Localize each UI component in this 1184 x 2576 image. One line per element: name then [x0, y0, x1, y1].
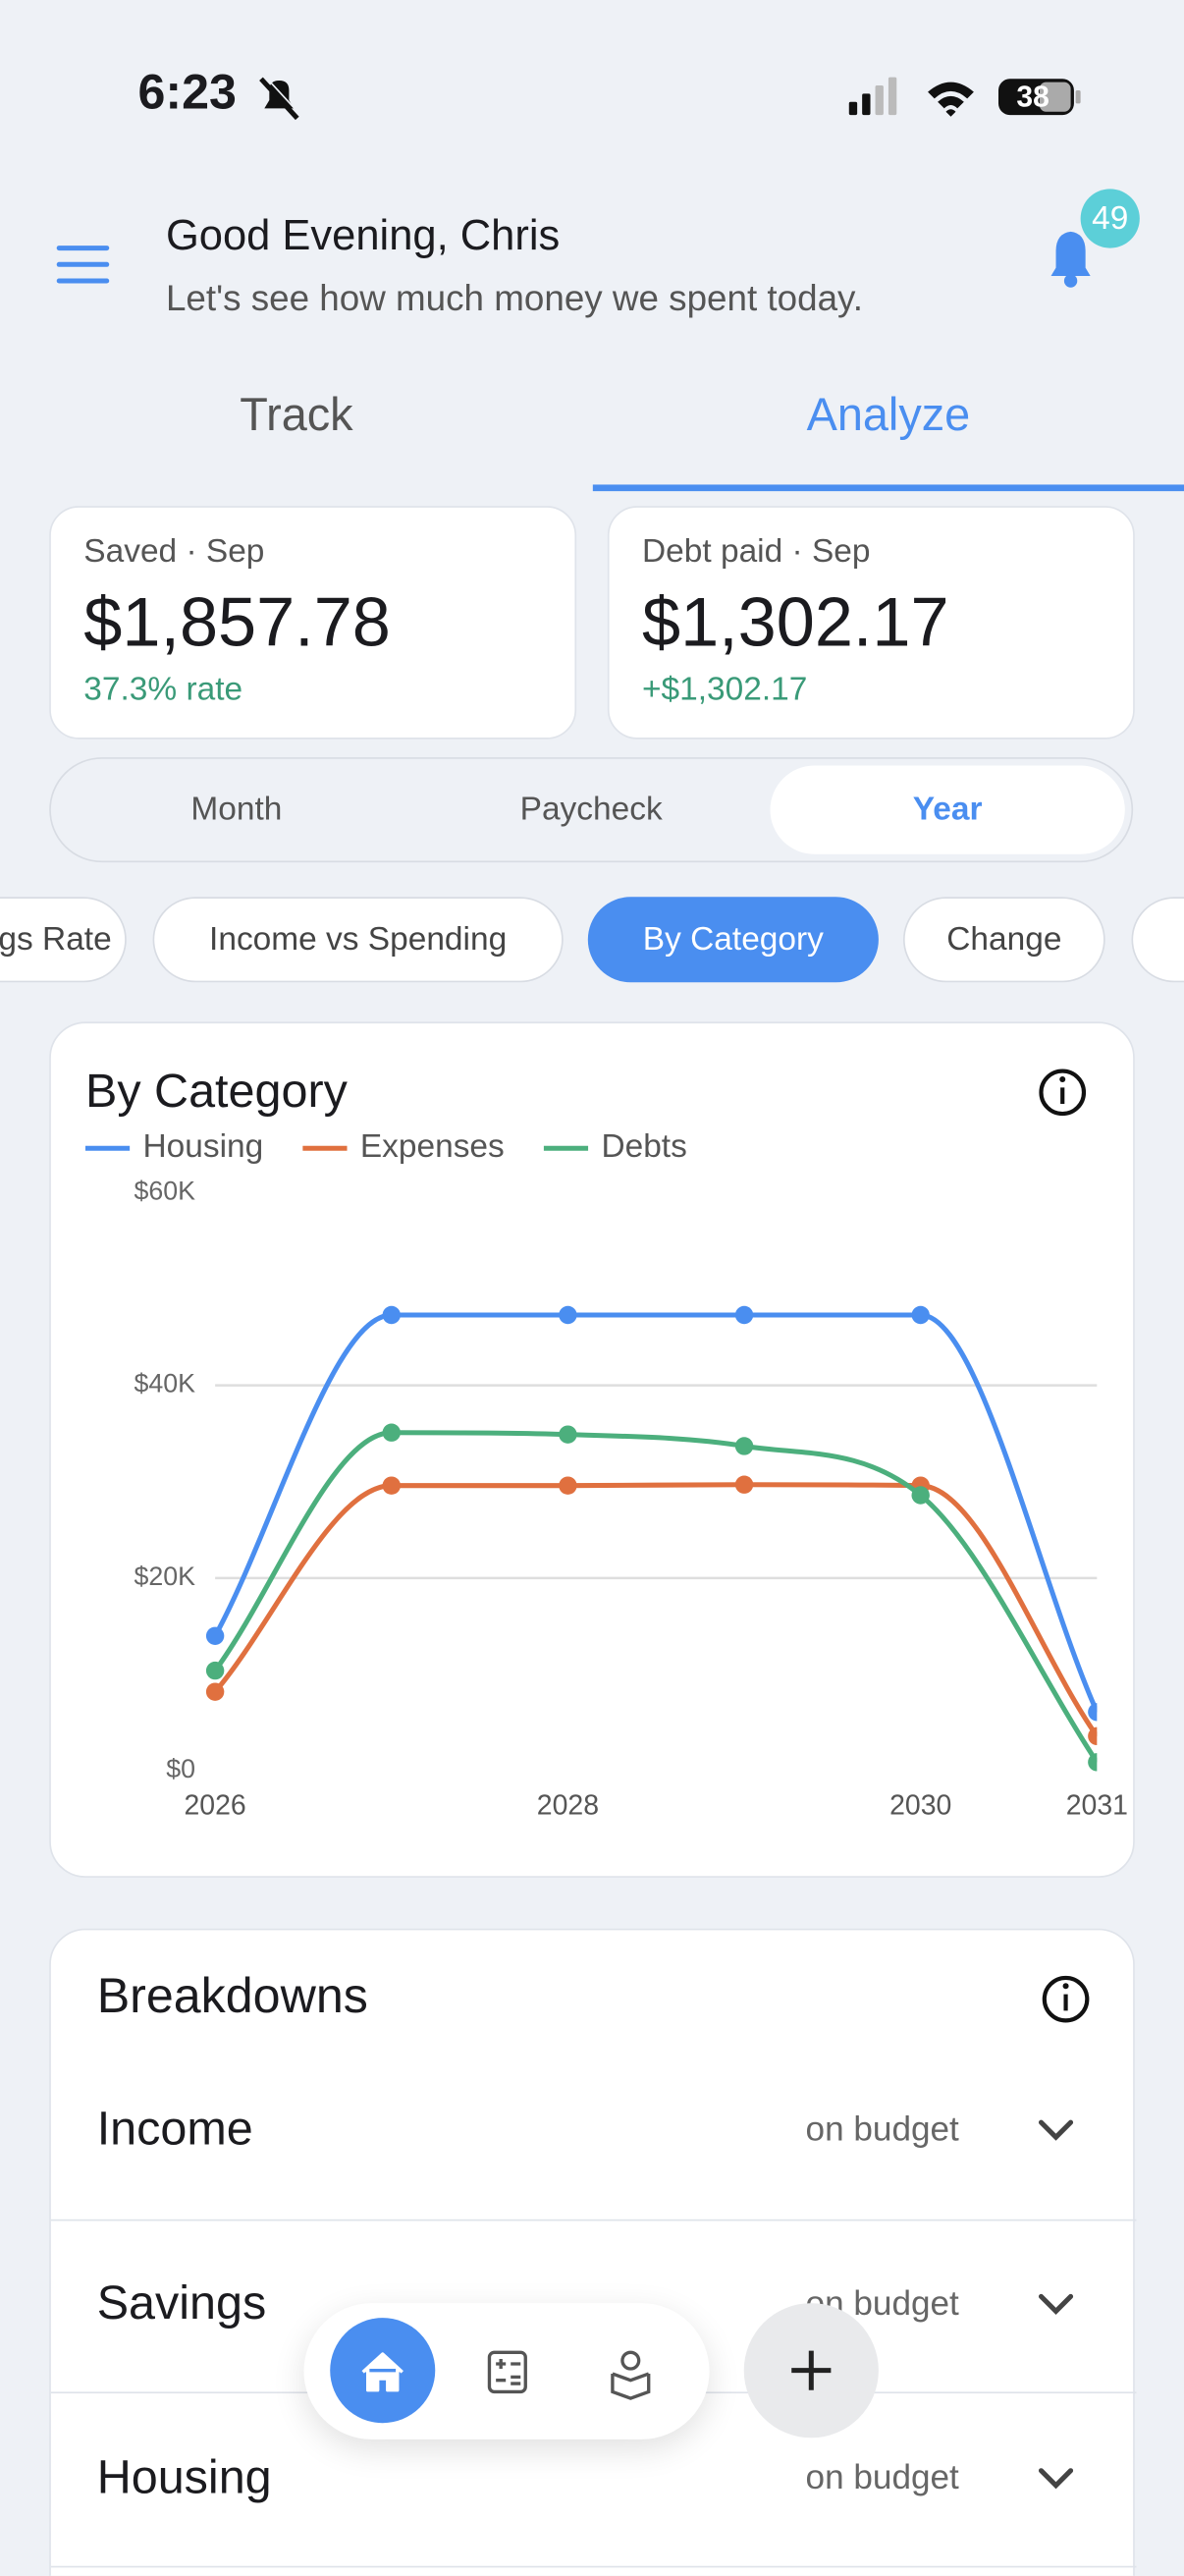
chart-title: By Category	[85, 1065, 349, 1118]
chart-card	[49, 1021, 1135, 1878]
x-tick-label: 2028	[537, 1789, 599, 1821]
breakdown-status: on budget	[805, 2110, 959, 2149]
data-point	[559, 1425, 577, 1444]
tab[interactable]: Track	[240, 389, 353, 441]
series-line	[213, 1482, 1098, 1738]
series-line	[212, 1312, 1098, 1714]
nav-home[interactable]	[330, 2318, 436, 2424]
status-time: 6:23	[137, 65, 237, 121]
card-label: Saved · Sep	[83, 533, 265, 571]
card-note: +$1,302.17	[642, 672, 808, 708]
data-point	[382, 1305, 401, 1325]
legend-label: Debts	[601, 1128, 686, 1165]
x-tick-label: 2031	[1066, 1789, 1128, 1821]
silent-icon	[259, 75, 301, 121]
view-chip[interactable]: Savings Rate	[0, 897, 127, 983]
greeting: Good Evening, Chris	[165, 210, 561, 260]
menu-button[interactable]	[56, 244, 112, 286]
data-point	[911, 1305, 930, 1325]
period-selector	[49, 757, 1134, 863]
period-highlight	[770, 765, 1125, 854]
plot-area	[205, 1305, 1098, 1772]
card-note: 37.3% rate	[83, 672, 243, 708]
breakdown-label[interactable]: Income	[96, 2103, 253, 2157]
period-option[interactable]: Month	[190, 791, 283, 828]
legend-label: Housing	[143, 1128, 264, 1165]
y-tick-label: $60K	[135, 1176, 196, 1205]
view-chip[interactable]: Change	[902, 897, 1105, 983]
divider	[50, 2565, 1137, 2568]
view-chip[interactable]: Income vs Spending	[152, 897, 564, 983]
info-button[interactable]	[1040, 1973, 1093, 2026]
breakdown-label[interactable]: Savings	[96, 2277, 267, 2330]
y-tick-label: $20K	[135, 1562, 196, 1591]
data-point	[382, 1476, 401, 1495]
data-point	[559, 1305, 577, 1325]
card-amount: $1,857.78	[83, 582, 391, 661]
data-point	[205, 1626, 225, 1645]
notification-count: 49	[1092, 200, 1128, 237]
data-point	[734, 1305, 754, 1325]
add-button[interactable]	[743, 2303, 879, 2439]
divider	[50, 2219, 1137, 2221]
breakdown-status: on budget	[805, 2459, 959, 2497]
data-point	[734, 1475, 754, 1494]
data-point	[1088, 1726, 1098, 1746]
summary-card: Saved · Sep $1,857.78 37.3% rate	[49, 506, 577, 740]
info-button[interactable]	[1039, 1069, 1087, 1117]
data-point	[205, 1661, 225, 1680]
nav-learn[interactable]	[611, 2350, 651, 2400]
tab-indicator	[592, 484, 1184, 492]
data-point	[382, 1423, 401, 1442]
data-point	[559, 1476, 577, 1495]
notifications-button[interactable]: 49	[1035, 184, 1166, 299]
x-tick-label: 2026	[185, 1789, 246, 1821]
nav-budget[interactable]	[487, 2350, 527, 2394]
y-tick-label: $0	[166, 1754, 195, 1783]
view-chip-active[interactable]: By Category	[587, 897, 879, 983]
status-icons: 38	[848, 77, 1081, 117]
tab-active[interactable]: Analyze	[806, 389, 971, 441]
summary-card: Debt paid · Sep $1,302.17 +$1,302.17	[607, 506, 1135, 740]
data-point	[205, 1682, 225, 1701]
y-tick-label: $40K	[135, 1369, 196, 1398]
period-option[interactable]: Paycheck	[519, 791, 663, 828]
card-label: Debt paid · Sep	[642, 533, 871, 571]
data-point	[911, 1486, 930, 1505]
data-point	[734, 1437, 754, 1455]
legend-label: Expenses	[360, 1128, 505, 1165]
data-point	[1088, 1753, 1098, 1772]
card-amount: $1,302.17	[642, 582, 949, 661]
period-option-active[interactable]: Year	[912, 791, 983, 828]
nav-icons	[330, 2303, 879, 2439]
view-chip[interactable]	[1131, 897, 1184, 983]
breakdowns-card: Breakdowns Income on budget Savings on b…	[49, 1928, 1137, 2576]
series-line	[213, 1430, 1098, 1764]
breakdown-label[interactable]: Housing	[96, 2451, 272, 2505]
x-tick-label: 2030	[889, 1789, 951, 1821]
chart: By Category $0 $20K $40K $60K 2026 2028 2030 20…	[84, 1065, 1128, 1821]
data-point	[1088, 1703, 1098, 1722]
breakdowns-title: Breakdowns	[96, 1969, 368, 2024]
chevrons[interactable]	[1036, 2110, 1075, 2504]
greeting-subtitle: Let's see how much money we spent today.	[165, 277, 863, 319]
battery-level: 38	[1016, 81, 1049, 113]
